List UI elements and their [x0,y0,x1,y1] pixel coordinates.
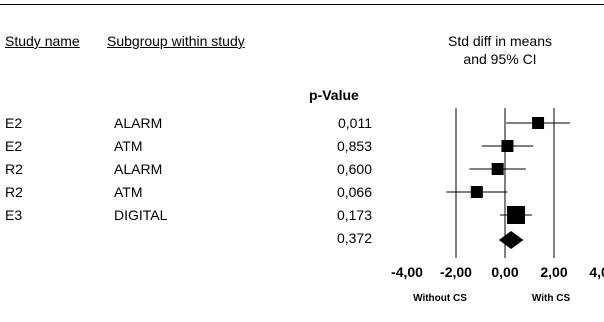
row-pvalue: 0,066 [336,184,372,200]
row-study-name: R2 [5,184,23,200]
x-tick-label: -4,00 [391,264,423,280]
header-study-name: Study name [5,33,80,49]
row-subgroup: ATM [114,184,143,200]
header-pvalue: p-Value [309,87,359,103]
effect-size-box [470,186,483,198]
effect-size-box [501,140,514,152]
effect-size-box [532,117,545,129]
header-subgroup: Subgroup within study [107,33,245,49]
effect-size-box [507,206,526,224]
row-study-name: E3 [5,207,23,223]
x-tick-label: 0,00 [491,264,518,280]
header-effect-line2: and 95% CI [463,51,537,67]
x-tick-label: 2,00 [540,264,567,280]
right-direction-label: With CS [532,293,571,304]
row-study-name: E2 [5,115,23,131]
row-study-name: E2 [5,138,23,154]
x-tick-label: 4,00 [589,264,604,280]
x-tick-label: -2,00 [440,264,472,280]
summary-diamond [498,231,524,249]
row-pvalue: 0,011 [338,115,372,131]
row-subgroup: ALARM [114,115,163,131]
effect-size-box [491,163,504,175]
row-study-name: R2 [5,161,23,177]
left-direction-label: Without CS [413,293,467,304]
summary-pvalue: 0,372 [336,230,372,246]
row-subgroup: ALARM [114,161,163,177]
row-pvalue: 0,173 [336,207,372,223]
top-rule [0,4,604,5]
row-subgroup: ATM [114,138,143,154]
header-effect-line1: Std diff in means [447,33,553,49]
row-subgroup: DIGITAL [114,207,168,223]
row-pvalue: 0,600 [336,161,372,177]
row-pvalue: 0,853 [336,138,372,154]
